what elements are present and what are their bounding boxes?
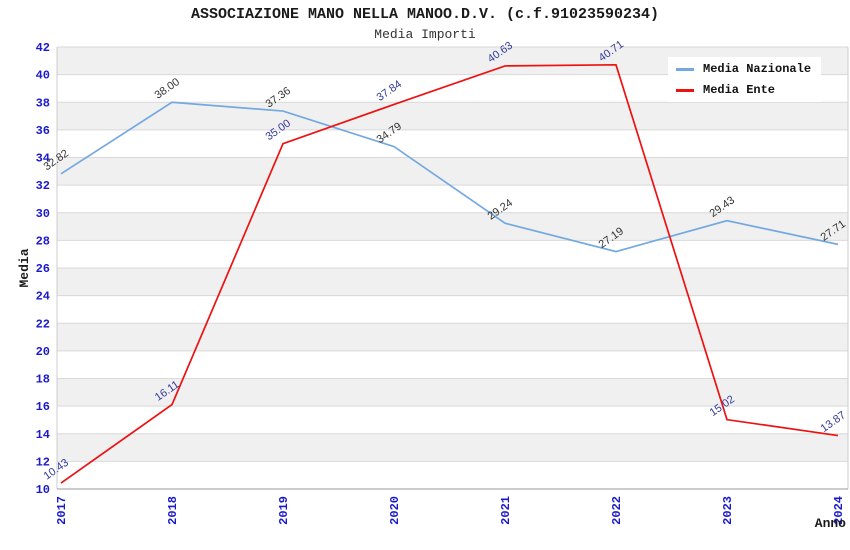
plot-band [57, 240, 848, 268]
series-line-media-ente [60, 63, 839, 484]
x-tick-label: 2021 [499, 496, 513, 525]
plot-band [57, 406, 848, 434]
plot-band [57, 157, 848, 186]
y-tick-label: 24 [36, 290, 50, 304]
legend-swatch-media-ente [676, 88, 694, 92]
plot-band [57, 323, 848, 351]
y-tick-label: 32 [36, 179, 50, 193]
y-tick-label: 16 [36, 400, 50, 414]
plot-band [57, 185, 848, 213]
x-tick-label: 2024 [832, 496, 846, 525]
plot-band [57, 433, 848, 462]
plot-band [57, 102, 848, 130]
y-tick-label: 34 [36, 152, 50, 166]
y-tick-label: 42 [36, 41, 50, 55]
plot-band [57, 295, 848, 324]
series-line-media-nazionale [60, 101, 839, 253]
plot-band [57, 268, 848, 296]
x-tick-label: 2019 [277, 496, 291, 525]
plot-band [57, 461, 848, 489]
x-tick-label: 2020 [388, 496, 402, 525]
y-tick-label: 12 [36, 455, 50, 469]
y-tick-label: 26 [36, 262, 50, 276]
legend-swatch-media-nazionale [676, 67, 694, 71]
y-tick-label: 10 [36, 483, 50, 497]
legend-label-media-ente: Media Ente [703, 83, 776, 97]
x-tick-label: 2022 [610, 496, 624, 525]
x-tick-label: 2023 [721, 496, 735, 525]
plot-band [57, 212, 848, 241]
plot-band [57, 350, 848, 379]
y-tick-label: 30 [36, 207, 50, 221]
y-tick-label: 20 [36, 345, 50, 359]
plot-band [57, 129, 848, 158]
legend-item-media-ente: Media Ente [676, 83, 811, 97]
legend-item-media-nazionale: Media Nazionale [676, 62, 811, 76]
x-tick-label: 2018 [166, 496, 180, 525]
y-tick-label: 18 [36, 373, 50, 387]
legend-label-media-nazionale: Media Nazionale [703, 62, 812, 76]
y-tick-label: 22 [36, 317, 50, 331]
y-tick-label: 14 [36, 428, 50, 442]
legend: Media Nazionale Media Ente [668, 57, 822, 102]
y-tick-label: 36 [36, 124, 50, 138]
y-tick-label: 28 [36, 234, 50, 248]
chart-subtitle: Media Importi [374, 27, 476, 42]
chart-title: ASSOCIAZIONE MANO NELLA MANOO.D.V. (c.f.… [190, 6, 660, 23]
y-axis-title: Media [17, 248, 32, 287]
y-tick-label: 38 [36, 96, 50, 110]
x-tick-label: 2017 [55, 496, 69, 525]
y-tick-label: 40 [36, 69, 50, 83]
x-axis-title: Anno [815, 516, 846, 531]
